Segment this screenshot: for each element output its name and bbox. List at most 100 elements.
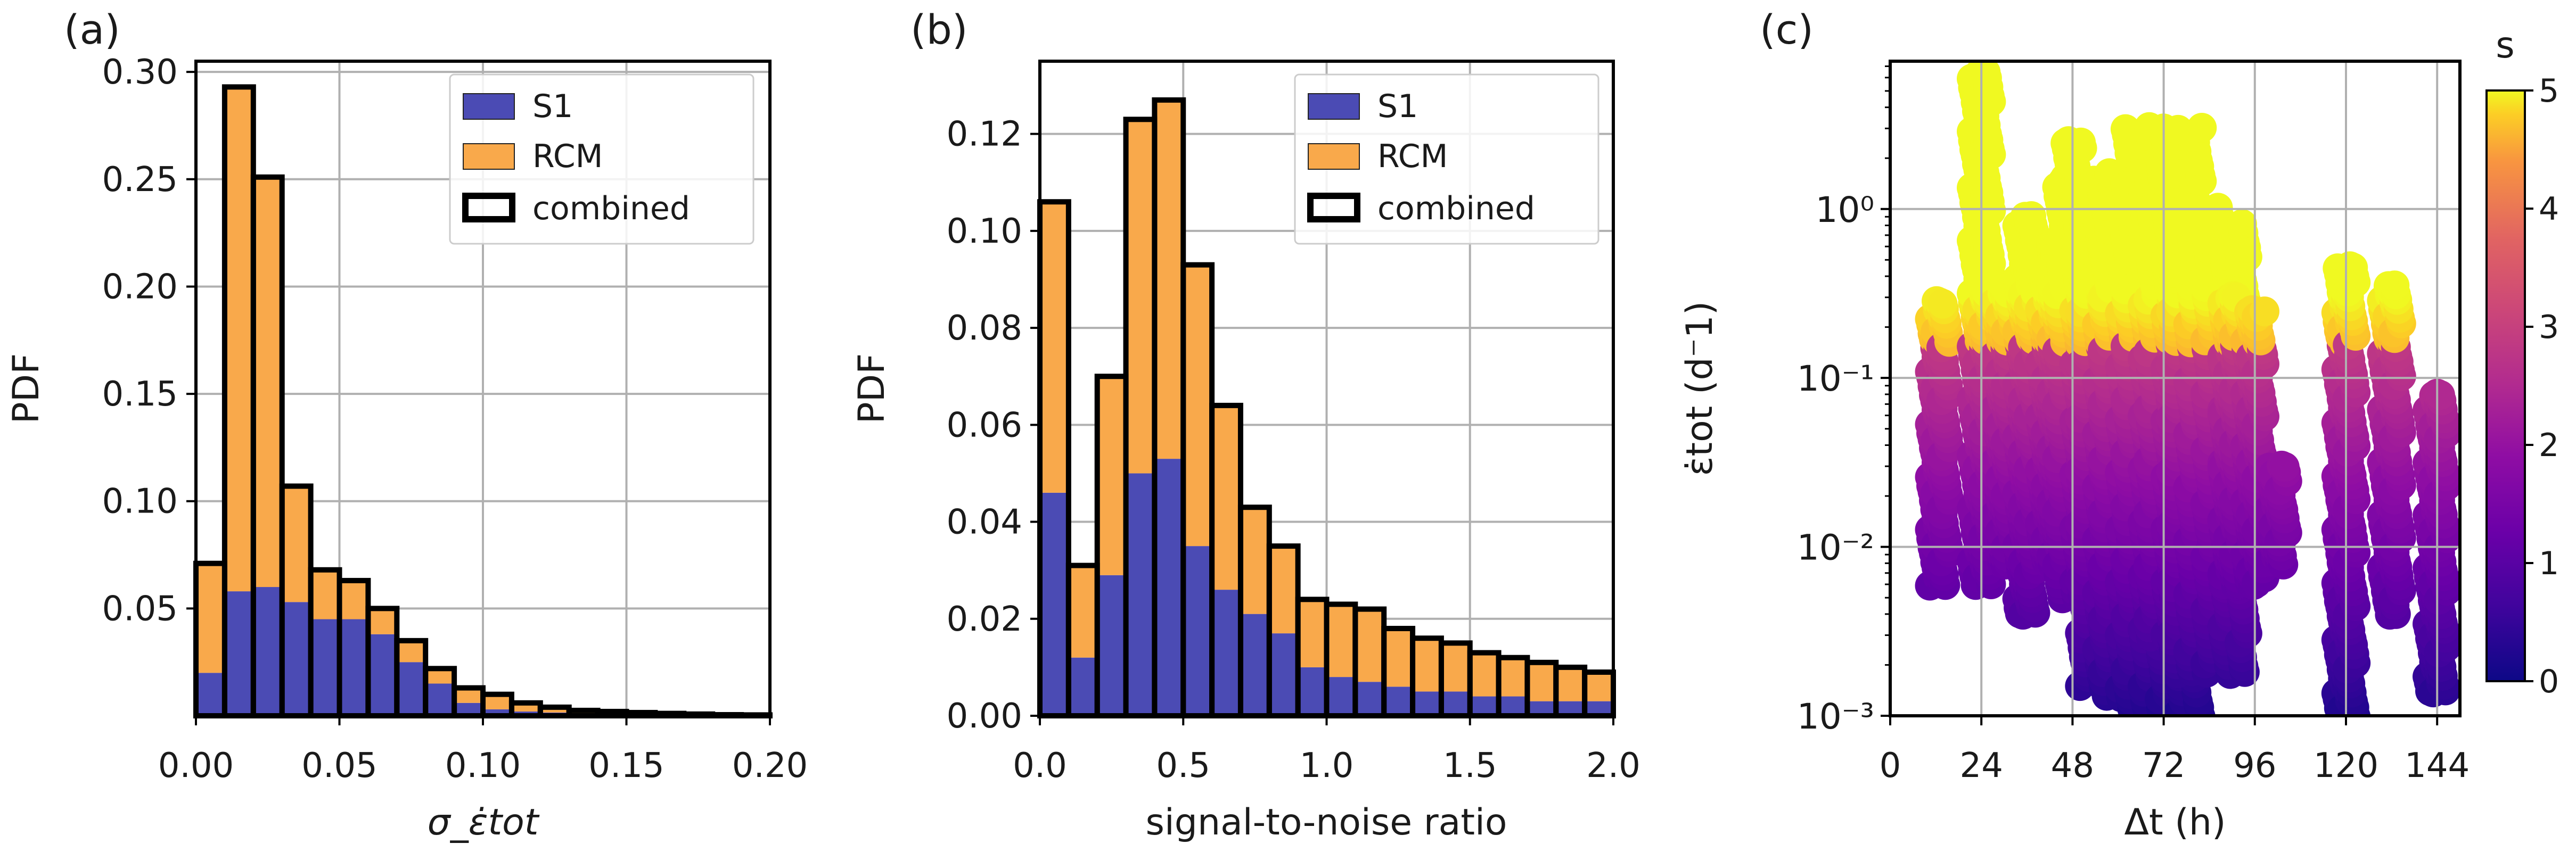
panel-b-y-ticklabels: 0.00 0.02 0.04 0.06 0.08 0.10 0.12	[947, 115, 1023, 736]
legend-label-combined: combined	[1377, 190, 1535, 227]
bar-rcm	[1126, 119, 1155, 474]
bar-s1	[253, 587, 282, 716]
panel-c-xlabel: Δt (h)	[2124, 801, 2226, 844]
y-tick-label: 0.25	[102, 160, 178, 200]
bar-rcm	[1240, 507, 1269, 614]
bar-rcm	[368, 608, 397, 634]
bar-rcm	[1355, 609, 1384, 682]
bar-rcm	[1068, 565, 1097, 658]
legend-swatch-rcm	[1308, 143, 1360, 170]
y-tick-label: 0.02	[947, 600, 1023, 639]
panel-c-label: (c)	[1760, 6, 1814, 53]
colorbar-gradient	[2485, 89, 2526, 682]
bar-s1	[1470, 696, 1499, 716]
legend-label-s1: S1	[1377, 88, 1418, 125]
bar-rcm	[282, 486, 311, 602]
panel-c-frame	[1889, 60, 2462, 717]
panel-c-ylabel: ε̇tot (d⁻1)	[1679, 301, 1721, 476]
bar-rcm	[1498, 657, 1528, 697]
y-tick-label: 0.10	[102, 482, 178, 522]
panel-b-ticks	[1030, 133, 1614, 725]
bar-s1	[1097, 575, 1126, 716]
colorbar-tick-label: 1	[2539, 545, 2559, 582]
bar-s1	[1498, 696, 1528, 716]
panel-c-points	[1915, 61, 2460, 716]
y-tick-label: 0.06	[947, 406, 1023, 445]
bar-s1	[1240, 614, 1269, 716]
colorbar: s 0 1 2 3 4 5	[2485, 24, 2559, 700]
bar-rcm	[1470, 652, 1499, 697]
panel-a: (a) 0.00 0.05 0.10 0.15 0.20 0.05 0.10 0…	[5, 6, 808, 844]
panel-a-ticks	[186, 71, 771, 725]
legend-swatch-combined	[462, 193, 515, 222]
y-tick-label: 10⁻³	[1797, 696, 1874, 737]
bar-s1	[1154, 459, 1184, 716]
bar-rcm	[1326, 604, 1356, 677]
bar-s1	[1298, 667, 1327, 716]
bar-s1	[339, 619, 368, 716]
bar-rcm	[196, 563, 225, 673]
legend-label-s1: S1	[532, 88, 573, 125]
bar-s1	[1040, 492, 1069, 716]
y-tick-label: 10⁰	[1816, 189, 1874, 230]
x-tick-label: 0	[1880, 746, 1901, 785]
x-tick-label: 96	[2233, 746, 2276, 785]
scatter-point	[2380, 270, 2410, 301]
bar-rcm	[1097, 376, 1126, 575]
panel-a-bars	[193, 84, 773, 719]
panel-c-ticks	[1881, 65, 2439, 725]
scatter-point	[2016, 201, 2047, 231]
panel-b-ylabel: PDF	[851, 353, 893, 424]
bar-s1	[1068, 657, 1097, 716]
bar-s1	[196, 673, 225, 716]
bar-rcm	[1154, 100, 1184, 459]
legend-label-rcm: RCM	[532, 138, 603, 175]
bar-s1	[310, 619, 340, 716]
bar-rcm	[1527, 662, 1556, 701]
panel-b-bars	[1037, 97, 1616, 719]
y-tick-label: 0.04	[947, 503, 1023, 542]
panel-b: (b) 0.0 0.5 1.0 1.5 2.0 0.00 0.02 0.04 0…	[851, 6, 1640, 844]
y-tick-label: 0.30	[102, 53, 178, 92]
bar-s1	[1413, 691, 1441, 716]
x-tick-label: 2.0	[1586, 746, 1640, 785]
legend-swatch-combined	[1307, 193, 1360, 222]
x-tick-label: 0.00	[158, 746, 234, 785]
panel-a-xlabel: σ_ε̇tot	[428, 801, 540, 844]
scatter-point	[2187, 113, 2217, 143]
bar-s1	[1441, 691, 1470, 716]
bar-s1	[1212, 590, 1241, 716]
scatter-point	[2227, 209, 2257, 239]
y-tick-label: 0.05	[102, 589, 178, 629]
x-tick-label: 0.5	[1156, 746, 1210, 785]
bar-rcm	[397, 640, 426, 663]
x-tick-label: 144	[2405, 746, 2470, 785]
bar-s1	[1183, 546, 1212, 716]
panel-b-xlabel: signal-to-noise ratio	[1145, 801, 1507, 844]
bar-rcm	[224, 87, 253, 592]
y-tick-label: 0.12	[947, 115, 1023, 154]
y-tick-label: 10⁻¹	[1797, 358, 1874, 399]
panel-a-x-ticklabels: 0.00 0.05 0.10 0.15 0.20	[158, 746, 808, 785]
bar-rcm	[1585, 672, 1613, 701]
bar-rcm	[540, 707, 569, 713]
x-tick-label: 0.05	[301, 746, 378, 785]
bar-s1	[1126, 473, 1155, 716]
x-tick-label: 0.0	[1013, 746, 1067, 785]
legend-box	[1294, 73, 1599, 245]
x-tick-label: 0.15	[588, 746, 664, 785]
bar-rcm	[310, 569, 340, 619]
scatter-point	[2425, 380, 2455, 410]
panel-c-y-ticklabels: 10⁻³ 10⁻² 10⁻¹ 10⁰	[1797, 189, 1874, 737]
x-tick-label: 1.0	[1300, 746, 1354, 785]
x-tick-label: 0.10	[445, 746, 521, 785]
scatter-point	[2269, 452, 2300, 482]
bar-s1	[1384, 687, 1413, 716]
bar-s1	[224, 591, 253, 716]
bar-rcm	[1269, 546, 1298, 634]
colorbar-label: s	[2496, 24, 2514, 67]
bar-rcm	[1556, 667, 1585, 701]
scatter-point	[2249, 296, 2279, 327]
x-tick-label: 0.20	[732, 746, 808, 785]
y-tick-label: 10⁻²	[1797, 527, 1874, 568]
